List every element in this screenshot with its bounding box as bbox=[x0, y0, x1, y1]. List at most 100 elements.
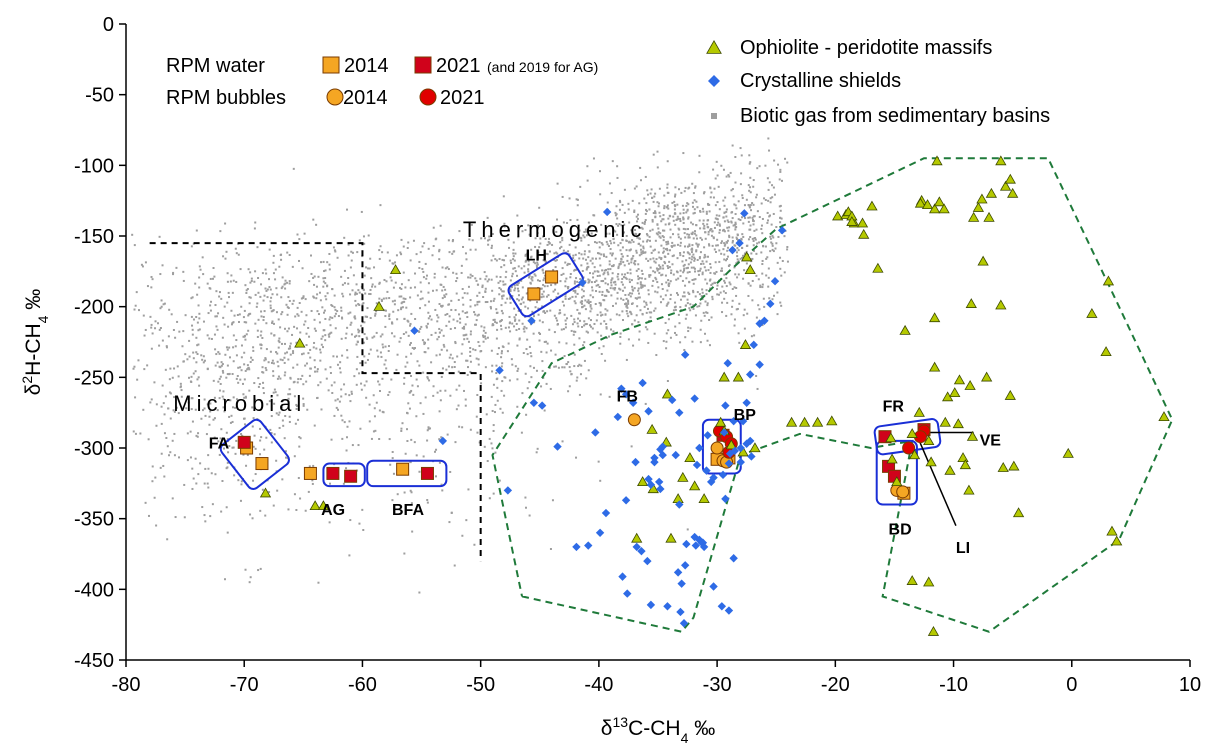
biotic-gas-point bbox=[625, 239, 628, 242]
biotic-gas-point bbox=[733, 286, 736, 289]
biotic-gas-point bbox=[390, 378, 393, 381]
biotic-gas-point bbox=[203, 398, 206, 401]
biotic-gas-point bbox=[682, 264, 685, 267]
biotic-gas-point bbox=[271, 293, 274, 296]
biotic-gas-point bbox=[141, 265, 144, 268]
biotic-gas-point bbox=[585, 377, 588, 380]
biotic-gas-point bbox=[595, 257, 598, 260]
biotic-gas-point bbox=[225, 431, 228, 434]
biotic-gas-point bbox=[435, 354, 438, 357]
biotic-gas-point bbox=[711, 230, 714, 233]
biotic-gas-point bbox=[215, 290, 218, 293]
biotic-gas-point bbox=[779, 256, 782, 259]
biotic-gas-point bbox=[595, 319, 598, 322]
biotic-gas-point bbox=[651, 196, 654, 199]
biotic-gas-point bbox=[593, 322, 596, 325]
biotic-gas-point bbox=[288, 282, 291, 285]
biotic-gas-point bbox=[747, 282, 750, 285]
biotic-gas-point bbox=[623, 273, 626, 276]
biotic-gas-point bbox=[606, 201, 609, 204]
biotic-gas-point bbox=[329, 372, 332, 375]
biotic-gas-point bbox=[296, 381, 299, 384]
biotic-gas-point bbox=[495, 259, 498, 262]
biotic-gas-point bbox=[686, 271, 689, 274]
biotic-gas-point bbox=[233, 474, 236, 477]
biotic-gas-point bbox=[701, 273, 704, 276]
biotic-gas-point bbox=[521, 230, 524, 233]
biotic-gas-point bbox=[192, 372, 195, 375]
biotic-gas-point bbox=[610, 328, 613, 331]
biotic-gas-point bbox=[343, 236, 346, 239]
biotic-gas-point bbox=[255, 305, 258, 308]
biotic-gas-point bbox=[453, 365, 456, 368]
biotic-gas-point bbox=[420, 290, 423, 293]
biotic-gas-point bbox=[147, 438, 150, 441]
biotic-gas-point bbox=[446, 313, 449, 316]
biotic-gas-point bbox=[427, 426, 430, 429]
ophiolite-point bbox=[965, 298, 977, 308]
biotic-gas-point bbox=[436, 314, 439, 317]
biotic-gas-point bbox=[659, 236, 662, 239]
biotic-gas-point bbox=[440, 436, 443, 439]
biotic-gas-point bbox=[268, 248, 271, 251]
ophiolite-field-boundary bbox=[491, 157, 1174, 633]
biotic-gas-point bbox=[723, 220, 726, 223]
biotic-gas-point bbox=[523, 325, 526, 328]
biotic-gas-point bbox=[637, 292, 640, 295]
biotic-gas-point bbox=[535, 451, 538, 454]
biotic-gas-point bbox=[337, 315, 340, 318]
biotic-gas-point bbox=[346, 208, 349, 211]
biotic-gas-point bbox=[254, 270, 257, 273]
biotic-gas-point bbox=[508, 321, 511, 324]
crystalline-point bbox=[718, 470, 728, 480]
biotic-gas-point bbox=[598, 274, 601, 277]
rpm-point bbox=[527, 287, 541, 301]
biotic-gas-point bbox=[736, 238, 739, 241]
crystalline-point bbox=[495, 366, 504, 375]
biotic-gas-point bbox=[355, 383, 358, 386]
biotic-gas-point bbox=[569, 276, 572, 279]
biotic-gas-point bbox=[324, 317, 327, 320]
biotic-gas-point bbox=[752, 203, 755, 206]
biotic-gas-point bbox=[590, 325, 593, 328]
biotic-gas-point bbox=[583, 236, 586, 239]
biotic-gas-point bbox=[364, 315, 367, 318]
biotic-gas-point bbox=[691, 255, 694, 258]
biotic-gas-point bbox=[647, 259, 650, 262]
biotic-gas-point bbox=[219, 375, 222, 378]
biotic-gas-point bbox=[545, 351, 548, 354]
biotic-gas-point bbox=[155, 524, 158, 527]
biotic-gas-point bbox=[717, 221, 720, 224]
biotic-gas-point bbox=[586, 301, 589, 304]
biotic-gas-point bbox=[673, 200, 676, 203]
crystalline-point bbox=[699, 542, 709, 552]
biotic-gas-point bbox=[668, 266, 671, 269]
biotic-gas-point bbox=[146, 285, 149, 288]
biotic-gas-point bbox=[575, 268, 578, 271]
biotic-gas-point bbox=[663, 260, 666, 263]
biotic-gas-point bbox=[257, 377, 260, 380]
biotic-gas-point bbox=[430, 333, 433, 336]
biotic-gas-point bbox=[216, 328, 219, 331]
biotic-gas-point bbox=[682, 221, 685, 224]
biotic-gas-point bbox=[307, 490, 310, 493]
biotic-gas-point bbox=[524, 254, 527, 257]
biotic-gas-point bbox=[496, 352, 499, 355]
biotic-gas-point bbox=[726, 226, 729, 229]
biotic-gas-point bbox=[588, 279, 591, 282]
biotic-gas-point bbox=[427, 338, 430, 341]
biotic-gas-point bbox=[490, 300, 493, 303]
microbial-label: Microbial bbox=[173, 391, 306, 416]
biotic-gas-point bbox=[144, 328, 147, 331]
biotic-gas-point bbox=[150, 398, 153, 401]
biotic-gas-point bbox=[682, 216, 685, 219]
biotic-gas-point bbox=[391, 450, 394, 453]
biotic-gas-point bbox=[656, 166, 659, 169]
biotic-gas-point bbox=[713, 272, 716, 275]
biotic-gas-point bbox=[160, 422, 163, 425]
biotic-gas-point bbox=[409, 489, 412, 492]
biotic-gas-point bbox=[491, 409, 494, 412]
biotic-gas-point bbox=[725, 215, 728, 218]
biotic-gas-point bbox=[776, 291, 779, 294]
biotic-gas-point bbox=[360, 324, 363, 327]
